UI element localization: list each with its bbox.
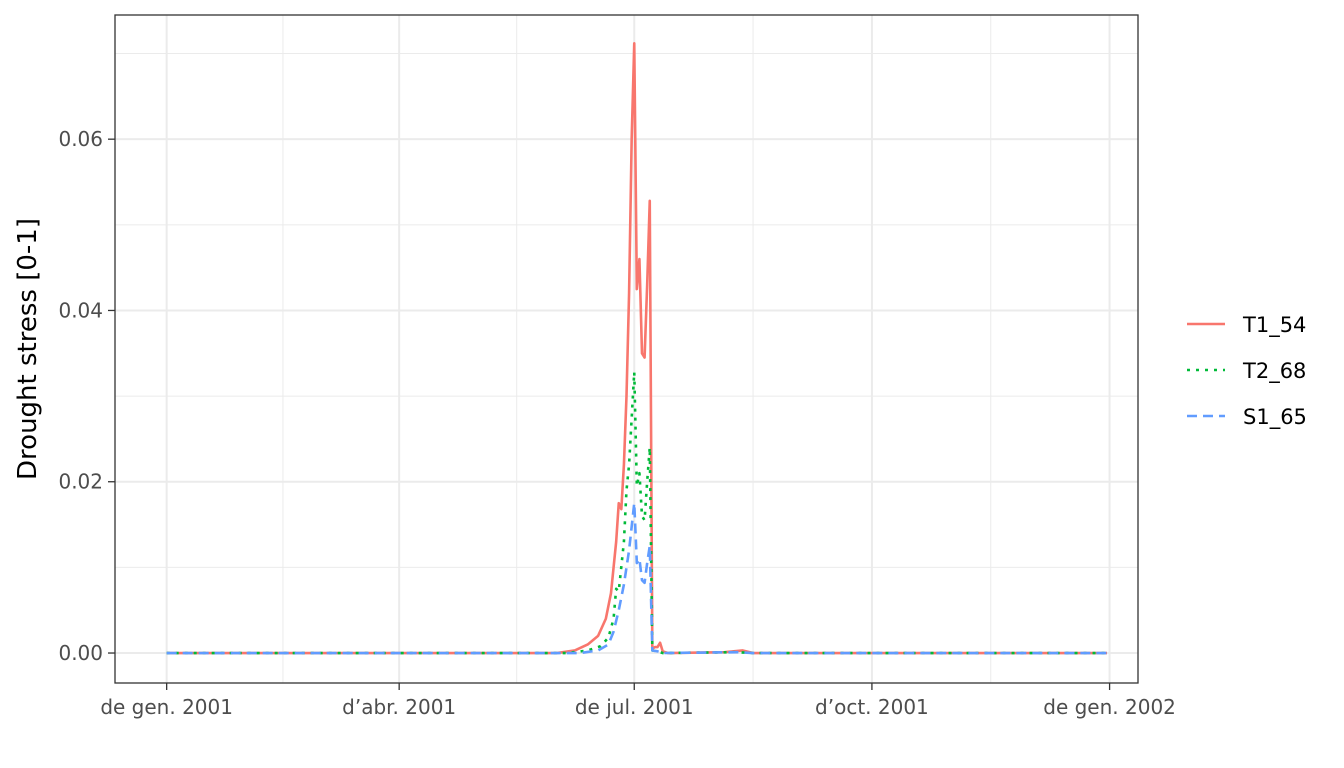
series-line-t2-68 [166, 370, 1107, 655]
legend-label: T1_54 [1242, 313, 1306, 338]
x-tick-label: de gen. 2001 [100, 695, 233, 719]
x-axis: de gen. 2001 d’abr. 2001 de jul. 2001 d’oct… [100, 683, 1176, 719]
panel-border [114, 14, 1139, 684]
series-layer [166, 41, 1107, 655]
y-axis: 0.00 0.02 0.04 0.06 [58, 127, 115, 665]
x-tick-label: d’oct. 2001 [815, 695, 929, 719]
y-tick-label: 0.00 [58, 641, 103, 665]
x-tick-label: de gen. 2002 [1043, 695, 1176, 719]
legend-label: T2_68 [1242, 359, 1306, 384]
x-tick-label: d’abr. 2001 [342, 695, 456, 719]
x-tick-label: de jul. 2001 [575, 695, 694, 719]
series-line-t1-54 [166, 41, 1107, 655]
y-tick-label: 0.04 [58, 298, 103, 322]
legend-label: S1_65 [1243, 405, 1307, 430]
y-tick-label: 0.06 [58, 127, 103, 151]
series-line-s1-65 [166, 501, 1107, 655]
legend: T1_54 T2_68 S1_65 [1187, 313, 1307, 430]
y-tick-label: 0.02 [58, 470, 103, 494]
y-axis-title: Drought stress [0-1] [13, 218, 43, 480]
